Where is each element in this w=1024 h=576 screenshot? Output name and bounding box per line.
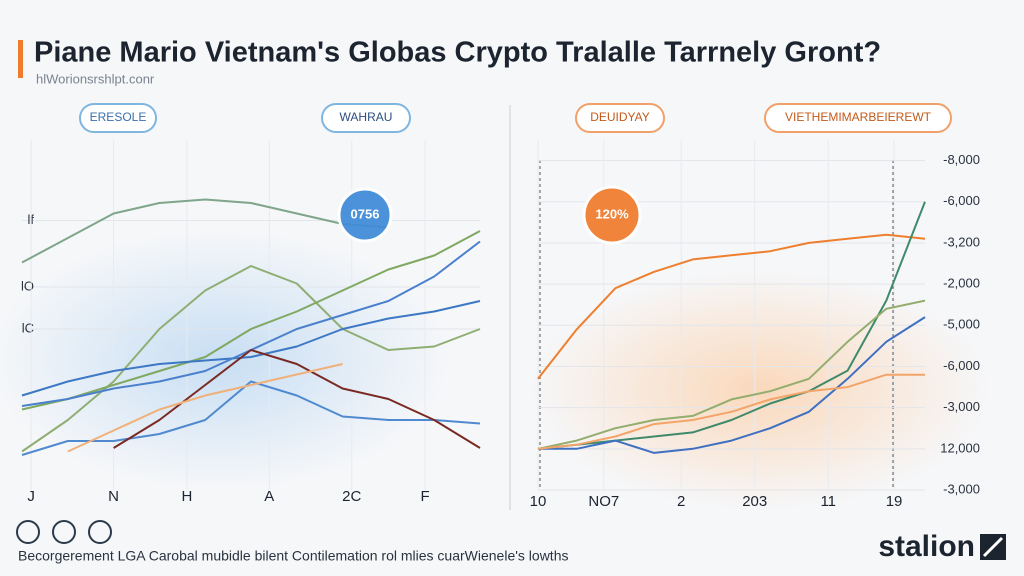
x-tick-label: J — [27, 488, 35, 505]
annotation-badge — [764, 103, 952, 133]
annotation-text: ERESOLE — [90, 110, 147, 124]
y-tick-label: -8,000 — [943, 152, 980, 167]
y-tick-label: -5,000 — [943, 317, 980, 332]
x-tick-label: F — [420, 488, 429, 505]
annotation-text: VIETHEMIMARBEIEREWT — [785, 110, 932, 124]
series-line — [537, 373, 925, 450]
y-tick-label: -3,000 — [943, 481, 980, 496]
y-tick-label: 12,000 — [940, 440, 980, 455]
series-line — [67, 363, 343, 453]
icon — [16, 520, 40, 544]
icon — [88, 520, 112, 544]
annotation-badge — [321, 103, 411, 133]
logo: stalion — [878, 530, 975, 563]
footer-icons — [16, 520, 112, 544]
annotation-badge — [79, 103, 157, 133]
series-line — [538, 316, 926, 454]
x-tick-label: 2C — [342, 488, 361, 505]
series-line — [21, 300, 481, 397]
annotation-badge — [575, 103, 665, 133]
series-line — [21, 230, 481, 411]
y-tick-label: -6,000 — [943, 193, 980, 208]
annotation-text: 0756 — [351, 206, 380, 221]
series-line — [537, 201, 926, 450]
annotation-text: WAHRAU — [340, 110, 393, 124]
series-line — [21, 198, 389, 264]
annotation-bubble — [582, 185, 642, 245]
series-line — [537, 299, 926, 450]
title: Piane Mario Vietnam's Globas Crypto Tral… — [34, 37, 881, 69]
y-tick-label: lC — [22, 320, 34, 335]
y-tick-label: -6,000 — [943, 358, 980, 373]
y-tick-label: lO — [21, 278, 34, 293]
footer-text: Becorgerement LGA Carobal mubidle bilent… — [18, 548, 568, 564]
subtitle: hlWorionsrshlpt.conr — [36, 71, 155, 86]
logo-mark — [982, 536, 1004, 558]
glow — [0, 230, 450, 490]
title-accent — [18, 40, 23, 78]
annotation-text: 120% — [595, 206, 629, 221]
x-tick-label: N — [108, 488, 119, 505]
x-tick-label: 11 — [820, 493, 836, 510]
y-tick-label: -3,000 — [943, 399, 980, 414]
x-tick-label: NO7 — [588, 493, 619, 510]
x-tick-label: 10 — [530, 493, 547, 510]
annotation-text: DEUIDYAY — [590, 110, 650, 124]
series-line — [537, 233, 926, 380]
series-line — [21, 265, 481, 453]
y-tick-label: -2,000 — [943, 276, 980, 291]
series-line — [21, 380, 481, 456]
x-tick-label: 2 — [677, 493, 685, 510]
x-tick-label: A — [264, 488, 274, 505]
x-tick-label: 203 — [742, 493, 767, 510]
icon — [52, 520, 76, 544]
y-tick-label: -3,200 — [943, 234, 980, 249]
series-line — [113, 349, 481, 449]
x-tick-label: 19 — [886, 493, 903, 510]
annotation-bubble — [337, 187, 393, 243]
x-tick-label: H — [181, 488, 192, 505]
